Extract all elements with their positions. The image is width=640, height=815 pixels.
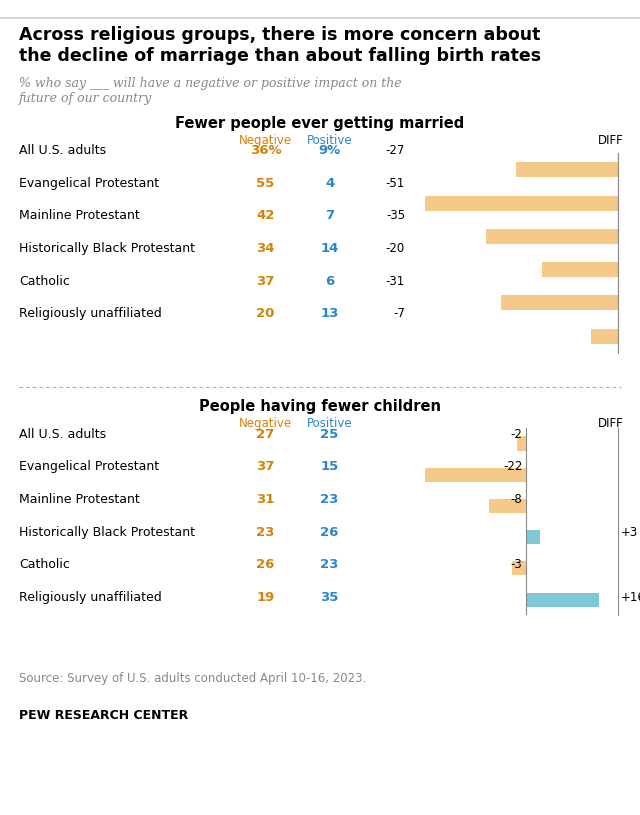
Text: -20: -20 [386,242,405,255]
Text: Evangelical Protestant: Evangelical Protestant [19,460,159,474]
Bar [500,296,618,311]
Text: 15: 15 [321,460,339,474]
Text: 9%: 9% [319,144,340,157]
Text: 13: 13 [321,307,339,320]
Text: Mainline Protestant: Mainline Protestant [19,209,140,222]
Text: -3: -3 [511,558,523,571]
Text: Religiously unaffiliated: Religiously unaffiliated [19,591,162,604]
Text: Across religious groups, there is more concern about: Across religious groups, there is more c… [19,26,541,44]
Bar [526,593,599,606]
Text: 20: 20 [257,307,275,320]
Text: PEW RESEARCH CENTER: PEW RESEARCH CENTER [19,709,188,722]
Text: the decline of marriage than about falling birth rates: the decline of marriage than about falli… [19,47,541,65]
Bar [425,468,526,482]
Text: Negative: Negative [239,417,292,430]
Text: Catholic: Catholic [19,558,70,571]
Text: +3: +3 [621,526,638,539]
Text: Source: Survey of U.S. adults conducted April 10-16, 2023.: Source: Survey of U.S. adults conducted … [19,672,367,685]
Bar [489,499,526,513]
Text: 23: 23 [257,526,275,539]
Bar [542,262,618,277]
Text: 35: 35 [321,591,339,604]
Text: 25: 25 [321,428,339,441]
Text: 37: 37 [257,275,275,288]
Bar [486,229,618,244]
Text: DIFF: DIFF [598,134,624,147]
Text: Historically Black Protestant: Historically Black Protestant [19,526,195,539]
Text: -27: -27 [386,144,405,157]
Text: -22: -22 [503,460,523,474]
Text: All U.S. adults: All U.S. adults [19,144,106,157]
Text: 19: 19 [257,591,275,604]
Text: 26: 26 [257,558,275,571]
Text: 6: 6 [325,275,334,288]
Bar [526,531,540,544]
Text: All U.S. adults: All U.S. adults [19,428,106,441]
Text: -31: -31 [386,275,405,288]
Text: 34: 34 [257,242,275,255]
Text: 4: 4 [325,177,334,190]
Text: -2: -2 [511,428,523,441]
Text: 7: 7 [325,209,334,222]
Bar [512,562,526,575]
Bar [425,196,618,210]
Text: DIFF: DIFF [598,417,624,430]
Text: 31: 31 [257,493,275,506]
Text: 37: 37 [257,460,275,474]
Text: People having fewer children: People having fewer children [199,399,441,414]
Text: +16: +16 [621,591,640,604]
Bar [516,162,618,178]
Text: Negative: Negative [239,134,292,147]
Text: -8: -8 [511,493,523,506]
Text: Religiously unaffiliated: Religiously unaffiliated [19,307,162,320]
Text: -35: -35 [386,209,405,222]
Text: % who say ___ will have a negative or positive impact on the
future of our count: % who say ___ will have a negative or po… [19,77,402,105]
Text: Mainline Protestant: Mainline Protestant [19,493,140,506]
Text: Historically Black Protestant: Historically Black Protestant [19,242,195,255]
Text: Evangelical Protestant: Evangelical Protestant [19,177,159,190]
Text: Catholic: Catholic [19,275,70,288]
Bar [516,437,526,451]
Text: 36%: 36% [250,144,282,157]
Text: -51: -51 [386,177,405,190]
Text: -7: -7 [393,307,405,320]
Text: 55: 55 [257,177,275,190]
Bar [591,328,618,344]
Text: 27: 27 [257,428,275,441]
Text: 14: 14 [321,242,339,255]
Text: Positive: Positive [307,134,353,147]
Text: Positive: Positive [307,417,353,430]
Text: 23: 23 [321,493,339,506]
Text: 42: 42 [257,209,275,222]
Text: 23: 23 [321,558,339,571]
Text: 26: 26 [321,526,339,539]
Text: Fewer people ever getting married: Fewer people ever getting married [175,116,465,130]
